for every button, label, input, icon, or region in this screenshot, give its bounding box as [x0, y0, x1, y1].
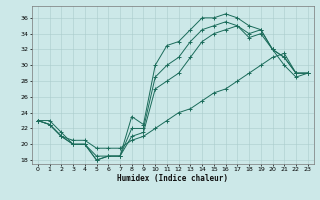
- X-axis label: Humidex (Indice chaleur): Humidex (Indice chaleur): [117, 174, 228, 183]
